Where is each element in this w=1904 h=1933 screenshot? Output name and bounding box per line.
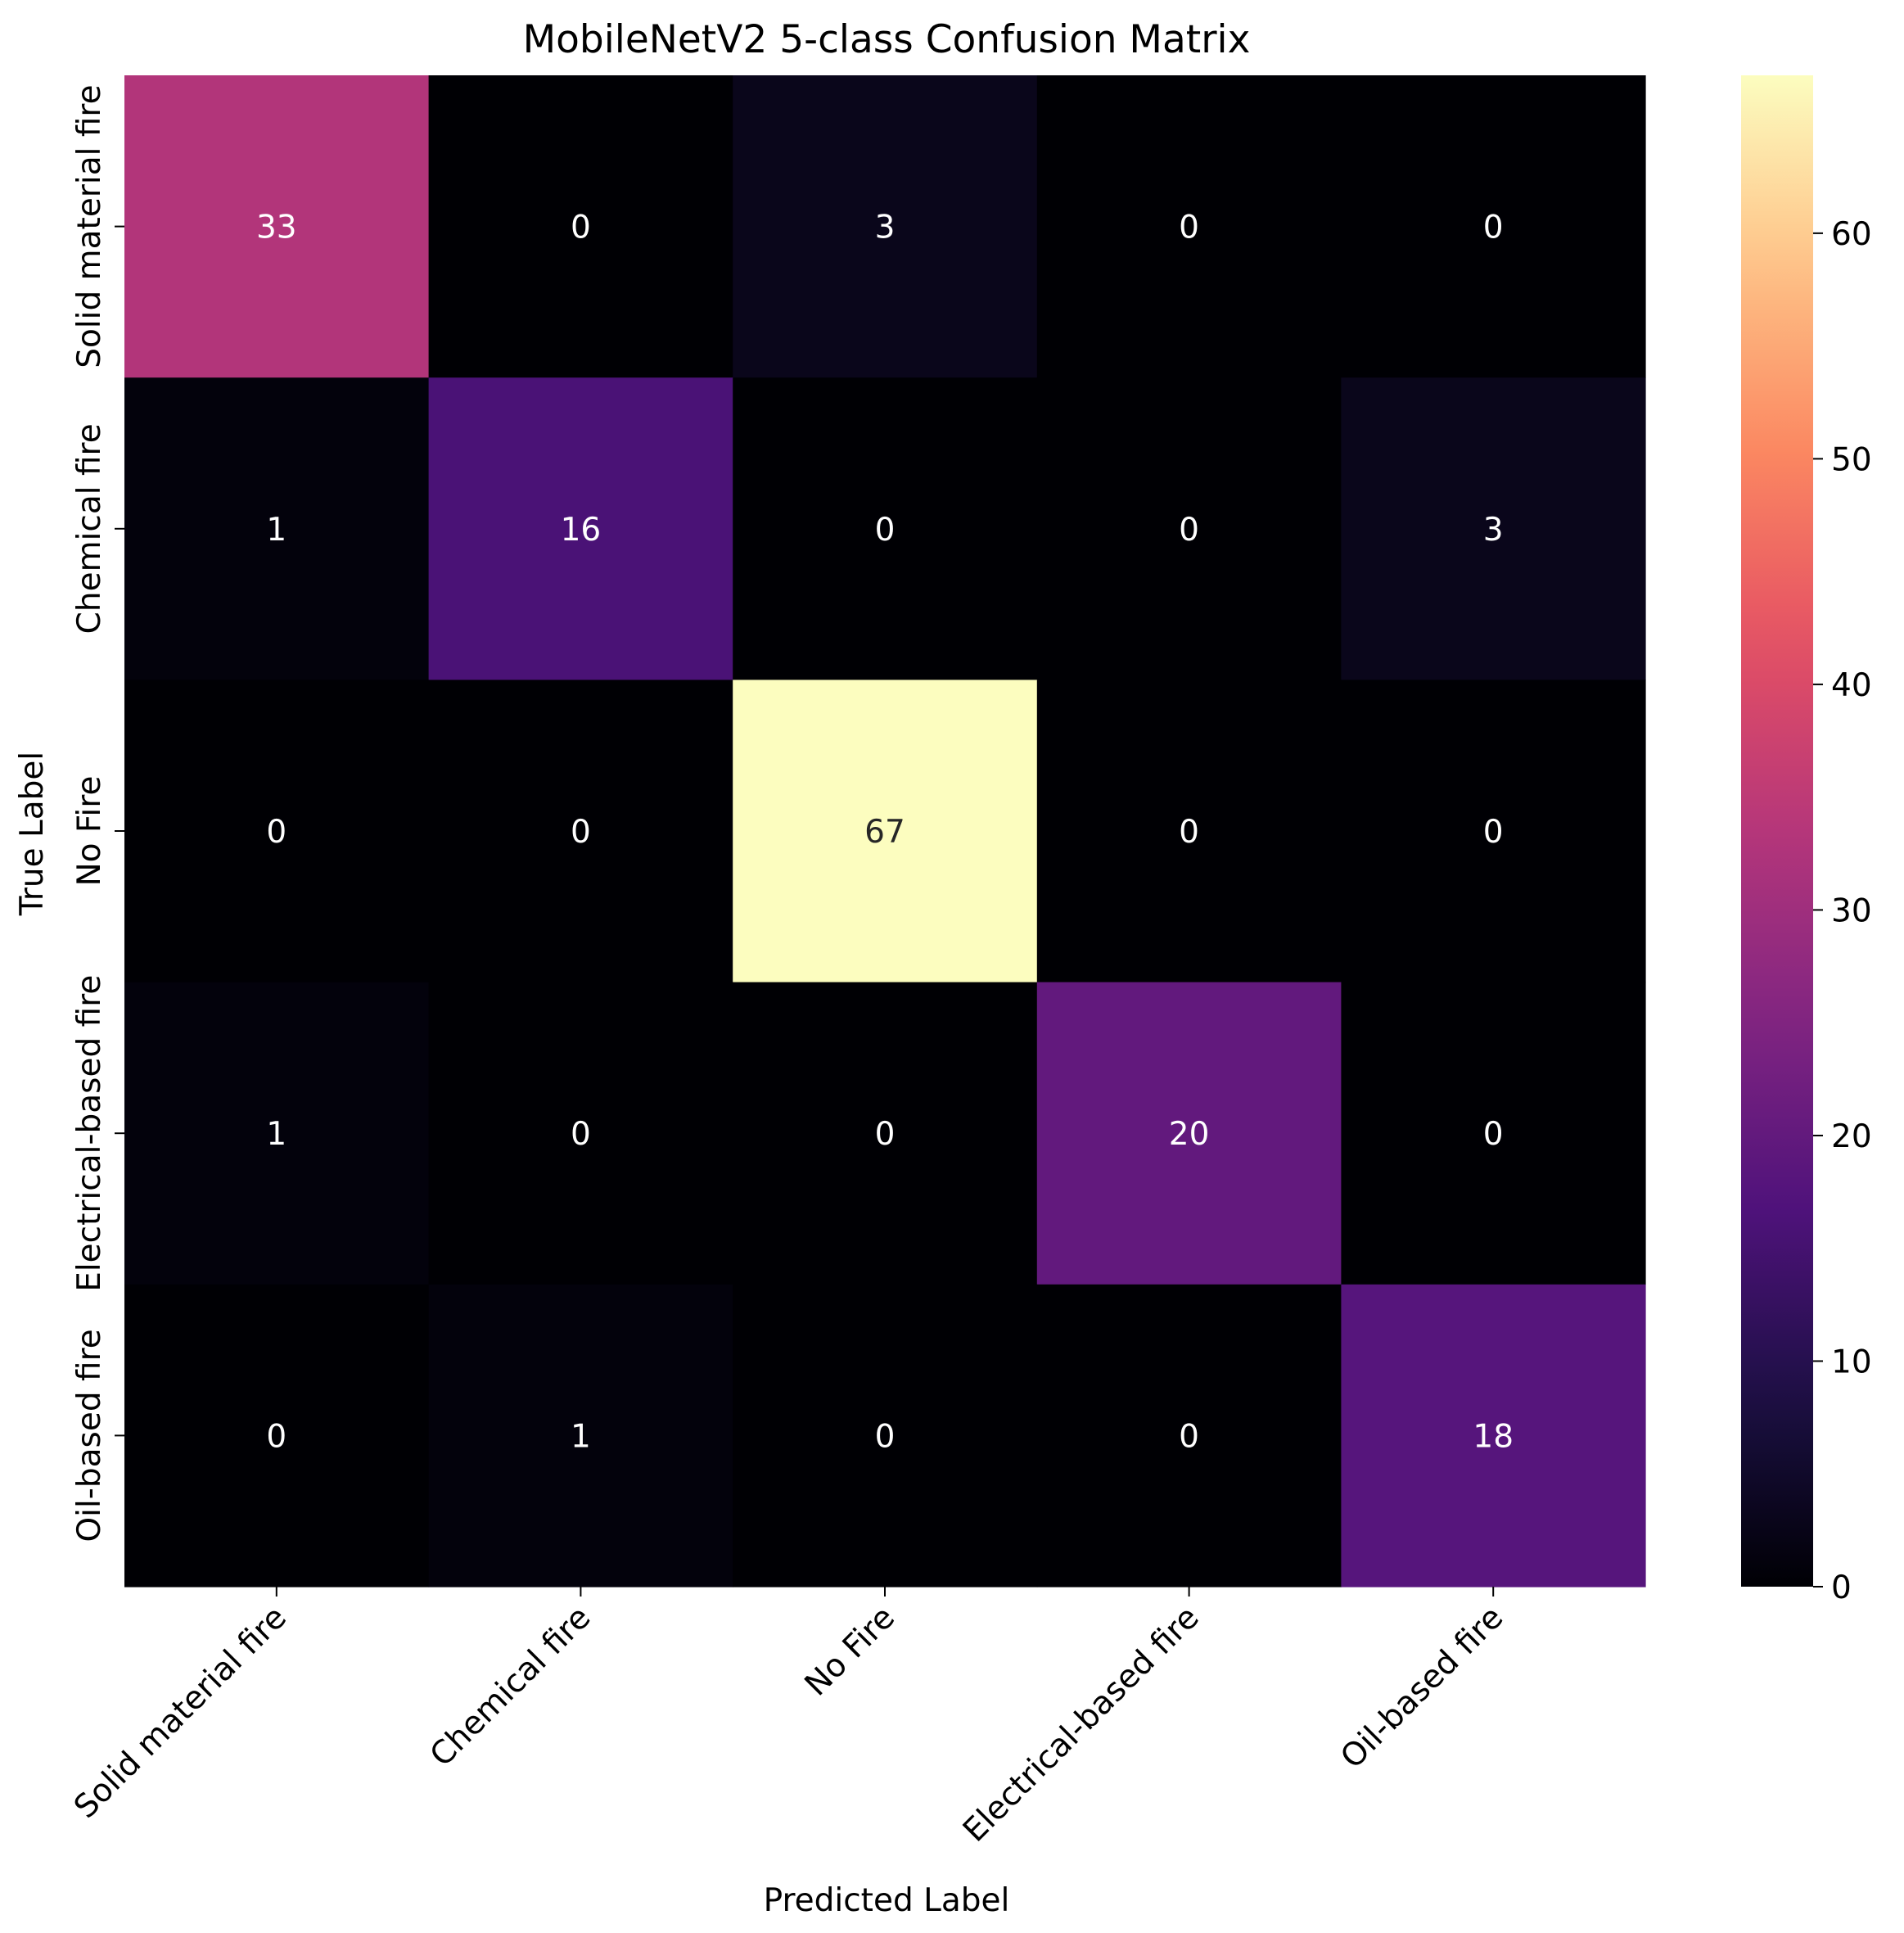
- x-tick-label: Electrical-based fire: [956, 1599, 1207, 1849]
- cell-value: 0: [1483, 210, 1504, 246]
- x-tick-label: No Fire: [798, 1599, 902, 1703]
- cell-value: 0: [875, 512, 896, 549]
- heatmap-cell: [124, 75, 430, 378]
- cell-value: 0: [875, 1116, 896, 1153]
- cell-value: 0: [1179, 1418, 1199, 1455]
- chart-title: MobileNetV2 5-class Confusion Matrix: [523, 17, 1251, 62]
- y-tick-label: Chemical fire: [71, 423, 108, 634]
- cell-value: 18: [1473, 1418, 1514, 1455]
- y-axis-label: True Label: [14, 752, 51, 916]
- heatmap-cell: [1036, 680, 1342, 983]
- heatmap-cell: [733, 377, 1038, 680]
- colorbar-tick-label: 60: [1831, 216, 1872, 253]
- heatmap-cell: [1341, 1284, 1646, 1587]
- heatmap-cell: [1341, 75, 1646, 378]
- cell-value: 16: [561, 512, 602, 549]
- cell-value: 1: [266, 512, 287, 549]
- colorbar-tick-label: 40: [1831, 667, 1872, 704]
- heatmap-cell: [1036, 377, 1342, 680]
- heatmap-grid: [124, 75, 1646, 1587]
- cell-value: 0: [266, 1418, 287, 1455]
- heatmap-cell: [1341, 982, 1646, 1285]
- heatmap-cell: [428, 1284, 733, 1587]
- cell-value: 1: [266, 1116, 287, 1153]
- heatmap-cell: [733, 1284, 1038, 1587]
- cell-value: 0: [1179, 814, 1199, 851]
- heatmap-cell: [1036, 75, 1342, 378]
- colorbar-tick-label: 30: [1831, 892, 1872, 929]
- y-tick-label: Electrical-based fire: [71, 975, 108, 1292]
- cell-value: 20: [1169, 1116, 1210, 1153]
- x-tick-label: Oil-based fire: [1333, 1599, 1510, 1776]
- cell-value: 33: [256, 210, 297, 246]
- x-tick-label: Solid material fire: [67, 1599, 294, 1826]
- colorbar: 0 10 20 30 40 50 60: [1741, 75, 1872, 1606]
- cell-value: 0: [1483, 1116, 1504, 1153]
- heatmap-cell: [733, 680, 1038, 983]
- heatmap-cell: [428, 377, 733, 680]
- colorbar-gradient: [1741, 75, 1813, 1587]
- heatmap-cell: [1341, 680, 1646, 983]
- cell-value: 3: [1483, 512, 1504, 549]
- heatmap-cell: [733, 982, 1038, 1285]
- cell-value: 0: [571, 210, 591, 246]
- heatmap-cell: [428, 75, 733, 378]
- x-axis-ticks: Solid material fire Chemical fire No Fire E…: [67, 1587, 1510, 1849]
- colorbar-tick-label: 20: [1831, 1118, 1872, 1155]
- cell-value: 0: [1483, 814, 1504, 851]
- heatmap-cell: [124, 377, 430, 680]
- cell-value: 1: [571, 1418, 591, 1455]
- cell-value: 0: [1179, 512, 1199, 549]
- cell-annotations: 33 0 3 0 0 1 16 0 0 3 0 0 67 0 0 1 0 0 20 0 0 1 0 0 18: [256, 210, 1514, 1456]
- cell-value: 67: [864, 814, 905, 851]
- colorbar-tick-label: 0: [1831, 1569, 1852, 1606]
- x-tick-label: Chemical fire: [423, 1599, 598, 1774]
- y-tick-label: Oil-based fire: [71, 1329, 108, 1542]
- cell-value: 0: [875, 1418, 896, 1455]
- heatmap-cell: [124, 1284, 430, 1587]
- cell-value: 0: [1179, 210, 1199, 246]
- y-tick-label: No Fire: [71, 775, 108, 886]
- cell-value: 0: [571, 1116, 591, 1153]
- heatmap-cell: [733, 75, 1038, 378]
- heatmap-cell: [1341, 377, 1646, 680]
- cell-value: 3: [875, 210, 896, 246]
- heatmap-cell: [124, 982, 430, 1285]
- heatmap-cell: [428, 982, 733, 1285]
- x-axis-label: Predicted Label: [764, 1882, 1010, 1919]
- heatmap-cell: [124, 680, 430, 983]
- y-axis-ticks: Solid material fire Chemical fire No Fire E…: [71, 84, 124, 1542]
- cell-value: 0: [571, 814, 591, 851]
- heatmap-cell: [1036, 1284, 1342, 1587]
- y-tick-label: Solid material fire: [71, 84, 108, 368]
- heatmap-cell: [428, 680, 733, 983]
- colorbar-tick-label: 50: [1831, 441, 1872, 478]
- heatmap-cell: [1036, 982, 1342, 1285]
- cell-value: 0: [266, 814, 287, 851]
- colorbar-tick-label: 10: [1831, 1344, 1872, 1380]
